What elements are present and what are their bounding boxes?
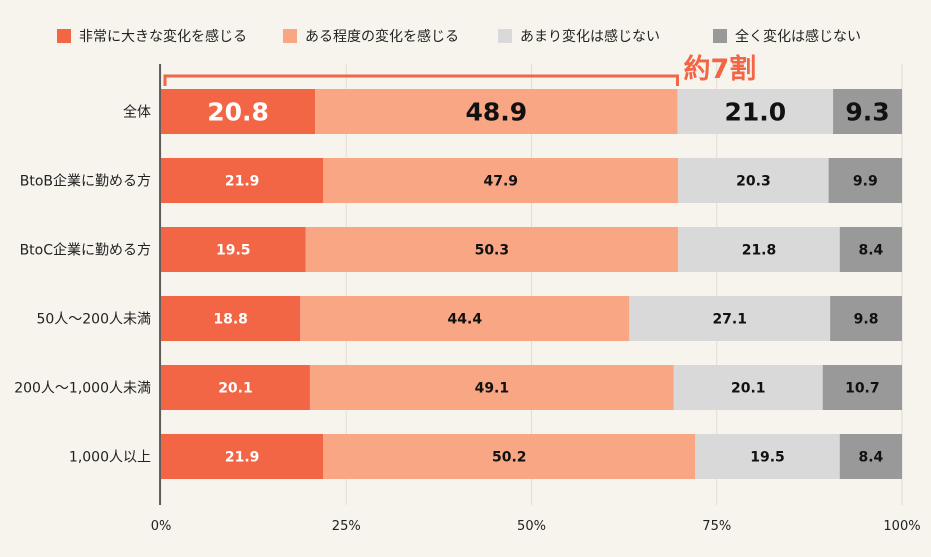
data-label: 9.3 (845, 98, 889, 127)
data-label: 10.7 (845, 381, 880, 397)
legend-label-2: あまり変化は感じない (520, 28, 660, 45)
data-label: 21.9 (225, 174, 260, 190)
bar-segment (678, 227, 840, 272)
data-label: 18.8 (213, 312, 248, 328)
bar-segment (678, 158, 829, 203)
bar-segment (305, 227, 679, 272)
legend-swatch-1 (283, 29, 297, 43)
data-label: 47.9 (483, 174, 518, 190)
data-label: 21.0 (724, 98, 786, 127)
x-tick-label: 0% (151, 519, 172, 534)
data-label: 20.8 (207, 98, 269, 127)
bar-segment (309, 365, 674, 410)
data-label: 8.4 (858, 450, 883, 466)
legend-label-0: 非常に大きな変化を感じる (79, 28, 247, 45)
data-label: 21.8 (742, 243, 777, 259)
data-label: 20.1 (218, 381, 253, 397)
x-tick-label: 25% (332, 519, 361, 534)
category-label: 200人～1,000人未満 (14, 381, 151, 397)
legend-swatch-3 (713, 29, 727, 43)
bar-segment (839, 227, 902, 272)
bar-segment (300, 296, 630, 341)
legend-label-3: 全く変化は感じない (735, 28, 861, 45)
category-label: 1,000人以上 (69, 450, 151, 466)
bar-segment (629, 296, 831, 341)
data-label: 20.1 (731, 381, 766, 397)
bar-segment (833, 89, 902, 134)
bar-segment (830, 296, 902, 341)
x-tick-label: 75% (702, 519, 731, 534)
bar-segment (161, 296, 301, 341)
data-label: 19.5 (750, 450, 785, 466)
data-label: 49.1 (475, 381, 510, 397)
bar-segment (677, 89, 834, 134)
bar-segment (323, 158, 679, 203)
legend-label-1: ある程度の変化を感じる (305, 28, 459, 45)
bar-segment (161, 434, 324, 479)
data-label: 9.8 (854, 312, 879, 328)
data-label: 21.9 (225, 450, 260, 466)
category-label: BtoC企業に勤める方 (20, 242, 151, 259)
data-label: 50.3 (475, 243, 510, 259)
data-label: 50.2 (492, 450, 527, 466)
bar-segment (161, 158, 324, 203)
bar-segment (161, 227, 306, 272)
bar-segment (695, 434, 840, 479)
bar-segment (315, 89, 678, 134)
annotation-bracket (163, 74, 679, 86)
category-label: 50人～200人未満 (36, 312, 151, 328)
data-label: 8.4 (858, 243, 883, 259)
bar-segment (673, 365, 823, 410)
bar-segment (161, 365, 310, 410)
bar-segment (839, 434, 902, 479)
x-tick-label: 50% (517, 519, 546, 534)
annotation-label: 約7割 (683, 53, 756, 85)
bar-segment (828, 158, 902, 203)
legend-swatch-0 (57, 29, 71, 43)
category-label: BtoB企業に勤める方 (20, 173, 151, 190)
data-label: 19.5 (216, 243, 251, 259)
bar-segment (822, 365, 902, 410)
data-label: 20.3 (736, 174, 771, 190)
data-label: 27.1 (712, 312, 747, 328)
legend-swatch-2 (498, 29, 512, 43)
bar-segment (161, 89, 316, 134)
data-label: 44.4 (448, 312, 483, 328)
data-label: 9.9 (853, 174, 878, 190)
data-label: 48.9 (465, 98, 527, 127)
bar-segment (323, 434, 696, 479)
x-tick-label: 100% (883, 519, 920, 534)
category-label: 全体 (123, 104, 151, 121)
